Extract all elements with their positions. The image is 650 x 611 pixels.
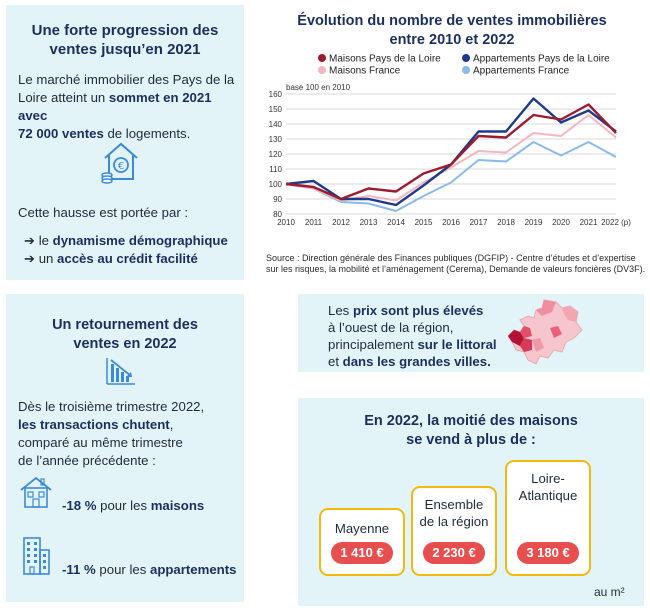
price-badge: 3 180 € (517, 542, 579, 564)
y-tick-label: 100 (269, 180, 283, 189)
series-line-maisons-pays-de-la-loire (285, 103, 617, 201)
svg-text:€: € (118, 161, 124, 172)
house-euro-icon: € (101, 142, 138, 184)
legend-label: Appartements France (473, 66, 570, 77)
progression-title: Une forte progression des ventes jusqu’e… (31, 22, 219, 58)
x-tick-label: 2018 (497, 218, 515, 227)
building-icon (23, 537, 50, 575)
legend-marker (318, 66, 326, 74)
y-tick-label: 110 (269, 165, 282, 174)
progression-text: Le marché immobilier des Pays de la Loir… (18, 72, 235, 141)
stat-maisons: -18 % pour les maisons (62, 498, 205, 513)
y-tick-label: 140 (269, 120, 283, 129)
y-tick-label: 90 (273, 195, 282, 204)
y-tick-label: 130 (269, 135, 283, 144)
y-tick-label: 120 (269, 150, 283, 159)
x-tick-label: 2021 (580, 218, 598, 227)
stat-appartements: -11 % pour les appartements (62, 562, 237, 577)
series-line-maisons-france (285, 114, 617, 202)
x-tick-label: 2015 (415, 218, 433, 227)
price-badge: 1 410 € (331, 542, 393, 564)
legend-label: Maisons Pays de la Loire (329, 54, 441, 65)
unit-label: au m² (594, 585, 625, 599)
progression-card: Une forte progression des ventes jusqu’e… (6, 5, 244, 280)
prix-maisons-card: En 2022, la moitié des maisons se vend à… (298, 398, 644, 606)
prix-text: Les prix sont plus élevés à l’ouest de l… (328, 303, 497, 369)
legend-marker (462, 54, 470, 62)
list-item: ➔ un accès au crédit facilité (24, 251, 198, 266)
x-tick-label: 2020 (552, 218, 570, 227)
price-badge: 2 230 € (423, 542, 485, 564)
price-box-mayenne: Mayenne 1 410 € (319, 508, 405, 576)
falling-chart-icon (106, 358, 135, 385)
chart-source: Source : Direction générale des Finances… (266, 253, 646, 274)
x-tick-label: 2022 (p) (601, 218, 631, 227)
y-tick-label: 150 (269, 105, 283, 114)
list-item: ➔ le dynamisme démographique (24, 233, 228, 248)
price-box-region: Ensemble de la région 2 230 € (411, 486, 497, 576)
prix-card: Les prix sont plus élevés à l’ouest de l… (298, 294, 644, 372)
x-tick-label: 2016 (442, 218, 460, 227)
x-tick-label: 2011 (305, 218, 323, 227)
prix-maisons-title: En 2022, la moitié des maisons se vend à… (364, 413, 578, 448)
region-map-icon (507, 299, 583, 365)
house-icon (20, 476, 52, 508)
x-tick-label: 2012 (332, 218, 350, 227)
x-tick-label: 2014 (387, 218, 405, 227)
legend-label: Appartements Pays de la Loire (473, 54, 610, 65)
x-tick-label: 2010 (277, 218, 295, 227)
x-tick-label: 2013 (360, 218, 378, 227)
x-tick-label: 2017 (470, 218, 488, 227)
series-line-appartements-france (285, 141, 617, 212)
retournement-text: Dès le troisième trimestre 2022, les tra… (18, 399, 205, 468)
y-axis-label: base 100 en 2010 (286, 83, 351, 92)
y-tick-label: 80 (273, 210, 282, 219)
x-tick-label: 2019 (525, 218, 543, 227)
hausse-text: Cette hausse est portée par : (18, 205, 189, 220)
legend-label: Maisons France (329, 66, 401, 77)
legend-marker (318, 54, 326, 62)
legend-marker (462, 66, 470, 74)
price-box-loire-atlantique: Loire- Atlantique 3 180 € (505, 460, 591, 576)
retournement-card: Un retournement des ventes en 2022 Dès l… (6, 294, 244, 602)
y-tick-label: 160 (269, 90, 283, 99)
retournement-title: Un retournement des ventes en 2022 (52, 317, 198, 352)
chart-title: Évolution du nombre de ventes immobilièr… (297, 13, 607, 48)
